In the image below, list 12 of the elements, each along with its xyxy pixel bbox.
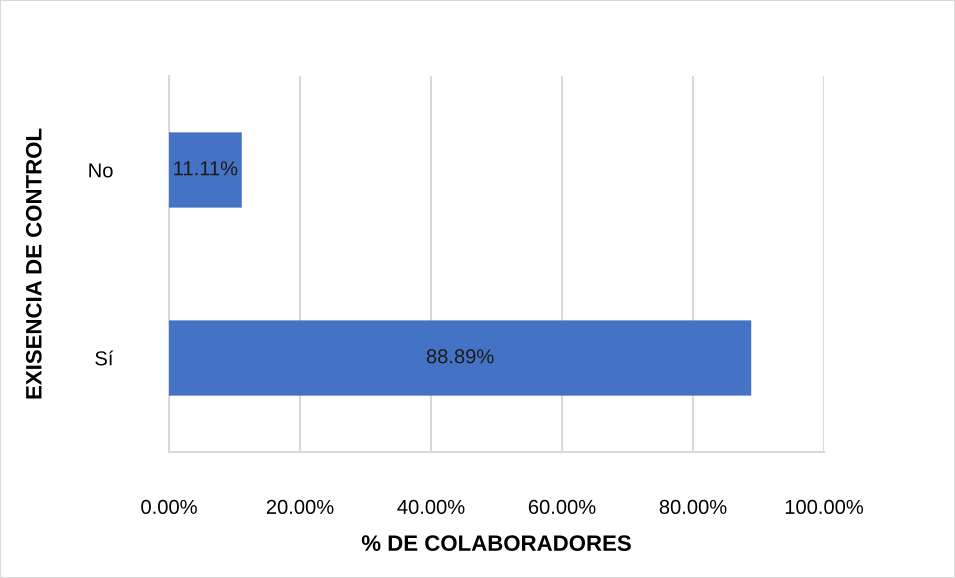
x-tick-label: 100.00%	[786, 500, 864, 514]
x-tick-label: 20.00%	[266, 500, 334, 514]
data-label: 11.11%	[174, 161, 238, 176]
y-tick-label: No	[89, 163, 113, 178]
x-tick-label: 80.00%	[660, 500, 726, 514]
y-axis-title: EXISENCIA DE CONTROL	[26, 128, 42, 399]
x-axis-title: % DE COLABORADORES	[362, 535, 631, 551]
x-tick-label: 40.00%	[397, 500, 464, 514]
y-tick-label: Sí	[95, 350, 114, 366]
x-tick-label: 0.00%	[141, 500, 197, 514]
data-label: 88.89%	[426, 349, 494, 364]
x-tick-label: 60.00%	[528, 500, 596, 514]
